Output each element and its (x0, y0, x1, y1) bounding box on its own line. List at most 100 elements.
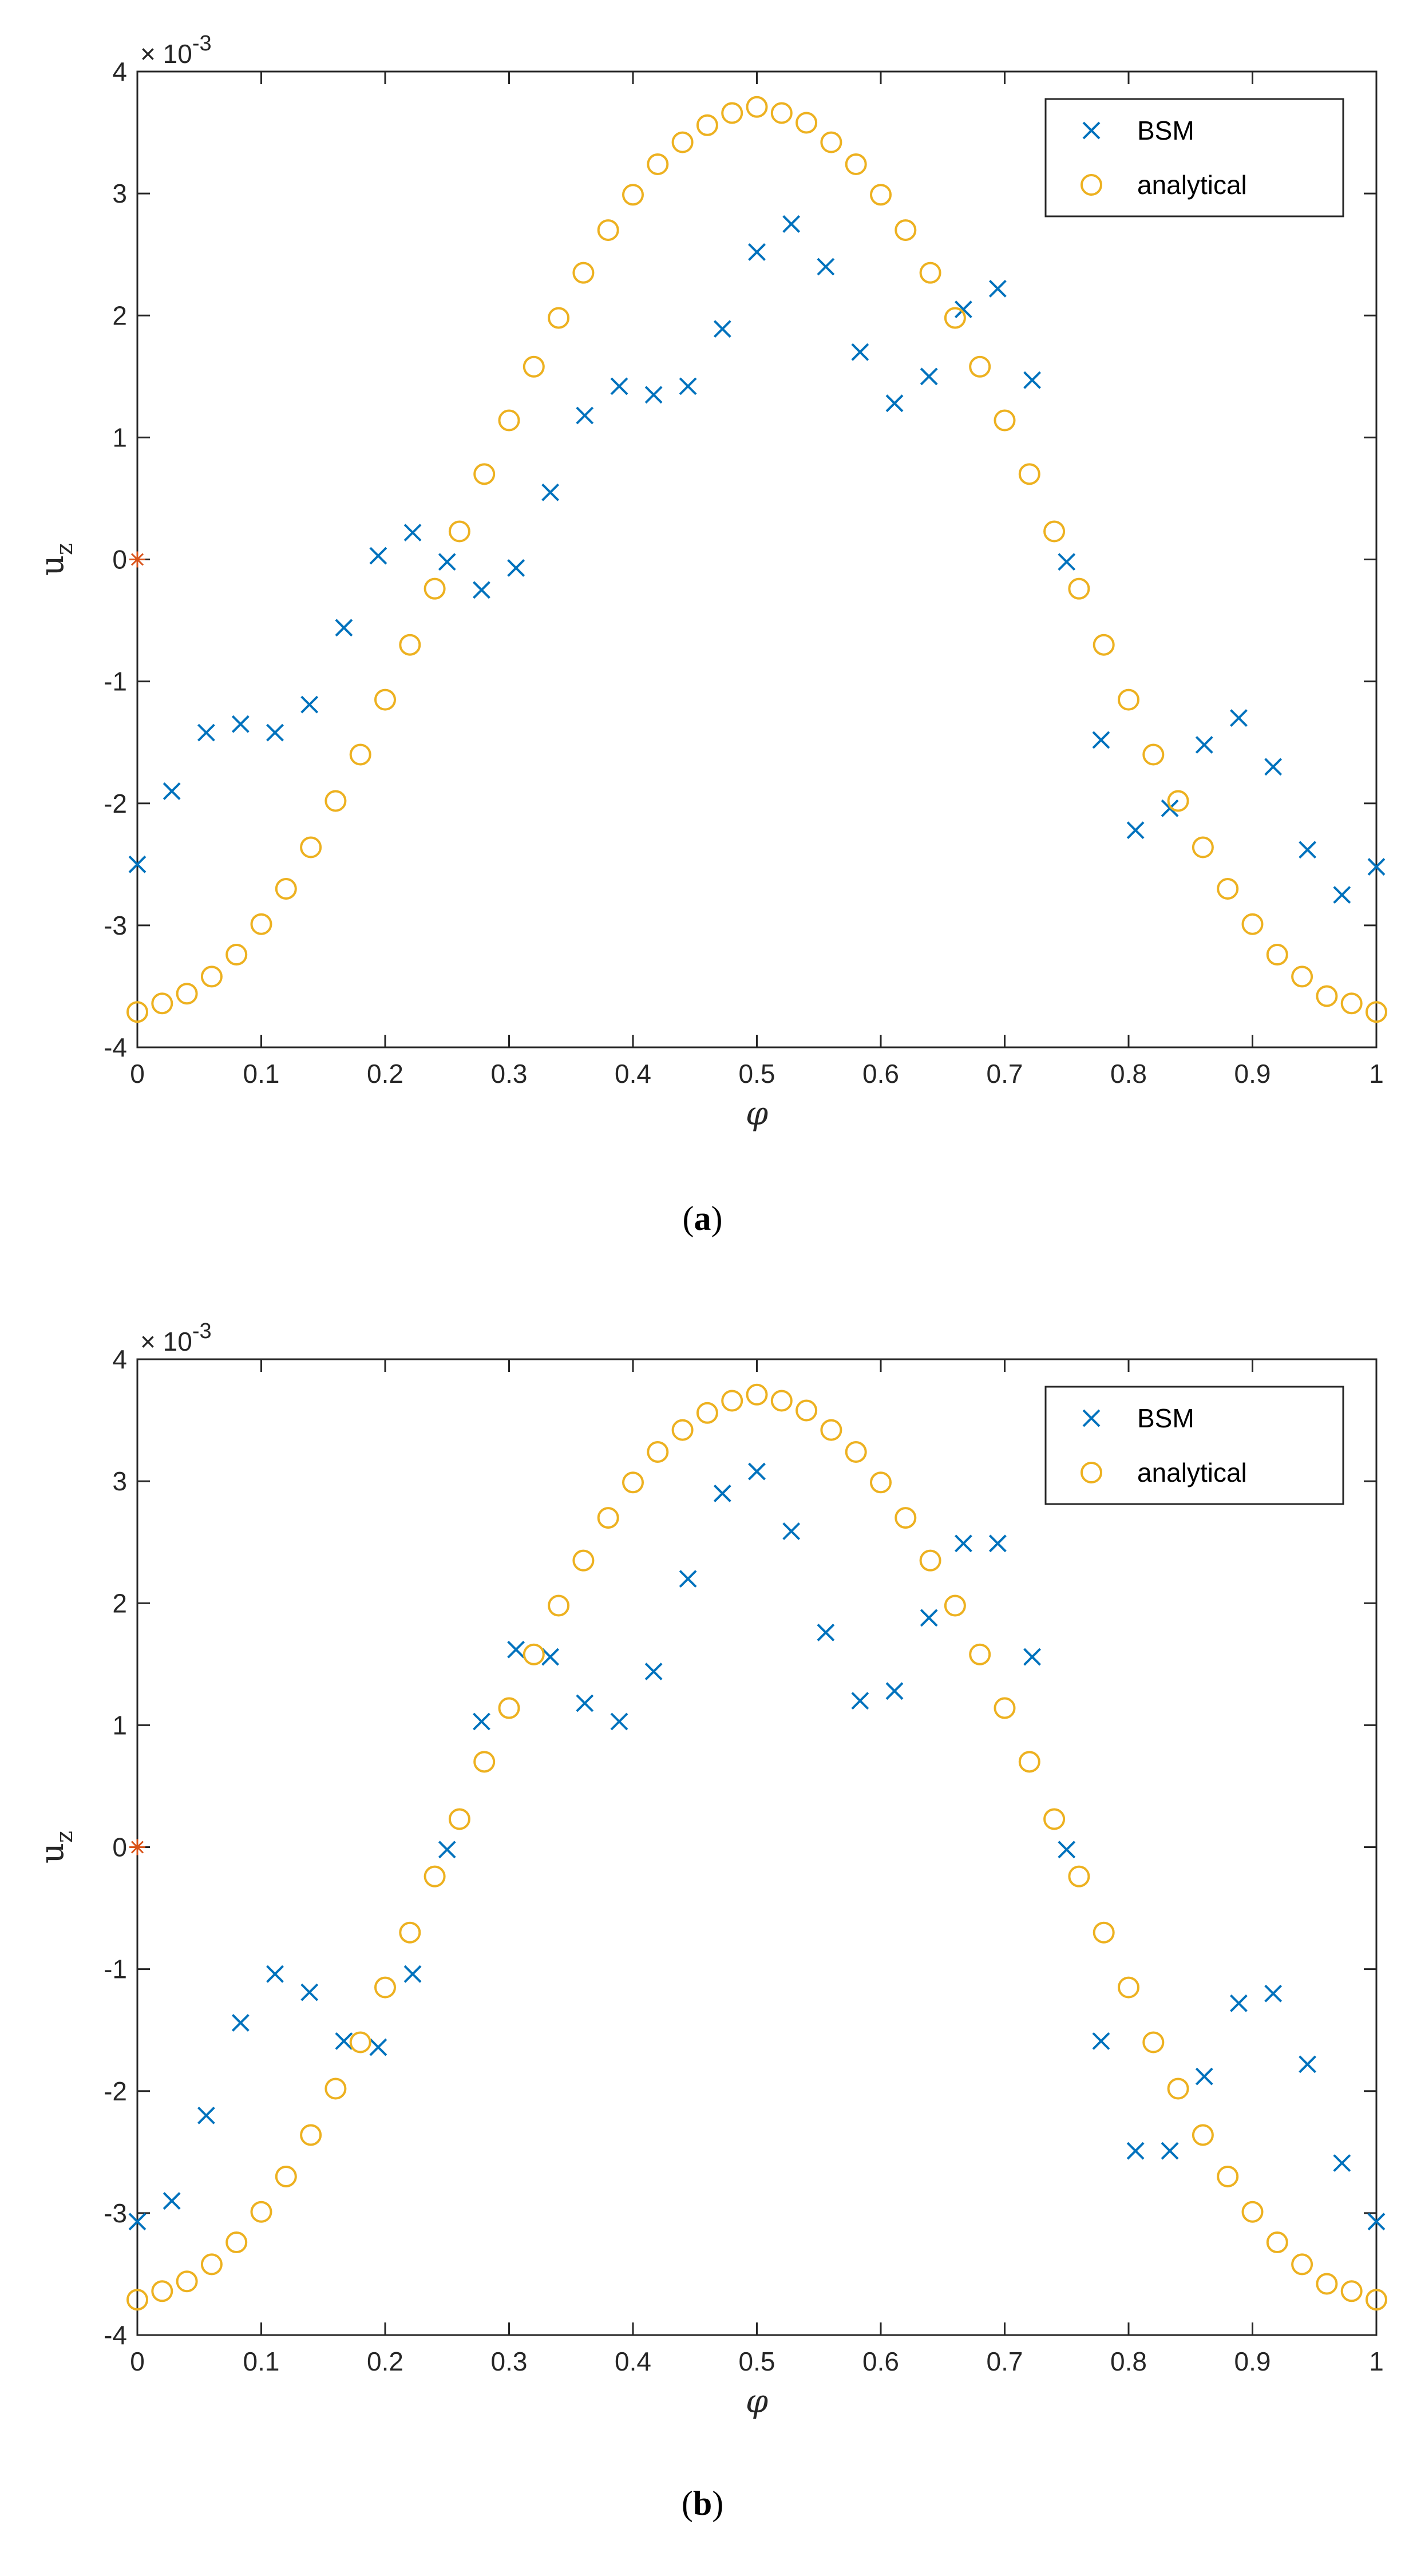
y-scale-exponent-value: -3 (192, 1319, 212, 1343)
analytical-point (324, 2078, 347, 2100)
bsm-point (231, 2013, 250, 2032)
x-tick-label: 0.2 (367, 2347, 403, 2376)
x-tick-label: 0.7 (987, 1059, 1023, 1089)
analytical-point (870, 184, 892, 206)
analytical-point (399, 634, 421, 656)
analytical-point (919, 1549, 941, 1572)
y-tick-label: 2 (112, 300, 127, 330)
analytical-point (1043, 1808, 1066, 1830)
analytical-point (1142, 2031, 1165, 2053)
analytical-point (424, 577, 446, 600)
bsm-point (851, 343, 869, 361)
y-tick-label: -4 (104, 2320, 127, 2350)
analytical-point (1291, 965, 1313, 988)
y-tick-label: -3 (104, 2198, 127, 2228)
analytical-point (374, 1976, 396, 1999)
analytical-point (1068, 577, 1090, 600)
legend-label-bsm: BSM (1137, 116, 1194, 145)
analytical-point (151, 2280, 173, 2302)
analytical-point (572, 1549, 595, 1572)
y-tick-label: 0 (112, 545, 127, 575)
x-tick-label: 0.9 (1234, 2347, 1271, 2376)
bsm-point (1126, 2142, 1145, 2160)
bsm-point (576, 406, 594, 425)
analytical-point (795, 1399, 818, 1422)
x-tick-label: 0.1 (243, 2347, 280, 2376)
y-tick-label: 3 (112, 179, 127, 208)
analytical-point (895, 1507, 917, 1529)
analytical-point (1366, 2289, 1387, 2311)
bsm-point (163, 2192, 181, 2210)
bsm-point (1023, 1648, 1041, 1666)
bsm-point (713, 1485, 731, 1502)
bsm-point (541, 483, 560, 501)
legend-analytical-marker (1081, 1462, 1102, 1483)
analytical-point (1167, 2078, 1189, 2100)
scatter-plot-a: 0 0.1 0.2 0.3 0.4 0.5 0.6 0.7 0.8 0.9 1 -4 -3 -2 -1 0 1 2… (34, 31, 1387, 1133)
bsm-point (1264, 1984, 1283, 2003)
bsm-point (369, 547, 387, 565)
x-tick-label: 0.3 (491, 2347, 528, 2376)
legend-box (1044, 98, 1344, 217)
bsm-point (679, 377, 697, 395)
bsm-point (920, 367, 938, 386)
bsm-point (988, 1534, 1007, 1553)
bsm-point (817, 1623, 835, 1641)
analytical-point (1018, 463, 1040, 485)
analytical-point (250, 913, 272, 935)
y-tick-label: 1 (112, 1710, 127, 1740)
data-markers (126, 1383, 1387, 2311)
analytical-point (200, 2253, 223, 2276)
analytical-point (671, 131, 694, 153)
analytical-point (820, 131, 842, 153)
analytical-point (870, 1471, 892, 1494)
bsm-point (817, 258, 835, 276)
bsm-point (300, 695, 319, 714)
origin-star-point (129, 551, 145, 568)
analytical-point (523, 355, 545, 378)
analytical-point (126, 1001, 148, 1023)
y-tick-label: -1 (104, 667, 127, 697)
legend-label-bsm: BSM (1137, 1403, 1194, 1433)
y-tick-label: -3 (104, 911, 127, 940)
x-axis-label: φ (746, 2383, 768, 2420)
y-scale-base: × 10 (140, 39, 192, 69)
bsm-point (1230, 1994, 1248, 2012)
bsm-point (507, 1640, 525, 1659)
y-tick-label: 3 (112, 1466, 127, 1496)
analytical-point (300, 2124, 322, 2146)
bsm-point (266, 723, 284, 742)
x-tick-label: 0.5 (739, 1059, 775, 1089)
analytical-point (671, 1419, 694, 1441)
bsm-point (438, 1841, 456, 1859)
analytical-point (1291, 2253, 1313, 2276)
bsm-point (782, 1522, 801, 1540)
analytical-point (349, 743, 371, 766)
x-tick-label: 0.3 (491, 1059, 528, 1089)
bsm-point (1161, 2142, 1179, 2160)
analytical-point (1192, 836, 1214, 858)
analytical-point (969, 1643, 991, 1665)
data-markers (126, 96, 1387, 1023)
analytical-point (498, 1697, 520, 1719)
analytical-point (647, 1441, 669, 1463)
analytical-point (126, 2289, 148, 2311)
analytical-point (250, 2201, 272, 2223)
legend-label-analytical: analytical (1137, 170, 1247, 200)
bsm-point (1058, 1841, 1076, 1859)
bsm-point (473, 1712, 490, 1731)
analytical-point (1217, 2165, 1239, 2187)
bsm-point (1299, 2055, 1317, 2074)
y-tick-label: 2 (112, 1588, 127, 1618)
plot-area (136, 1358, 1378, 2336)
bsm-point (128, 855, 147, 873)
analytical-point (845, 153, 867, 175)
bsm-point (954, 300, 972, 319)
bsm-point (748, 243, 766, 261)
bsm-point (1126, 821, 1145, 840)
figure-b: 0 0.1 0.2 0.3 0.4 0.5 0.6 0.7 0.8 0.9 1 -4 -3 -2 -1 0 1 2… (0, 1288, 1405, 2575)
y-scale-exponent-value: -3 (192, 31, 212, 56)
x-tick-label: 0.9 (1234, 1059, 1271, 1089)
bsm-point (473, 581, 490, 599)
origin-star-point (129, 1839, 145, 1855)
